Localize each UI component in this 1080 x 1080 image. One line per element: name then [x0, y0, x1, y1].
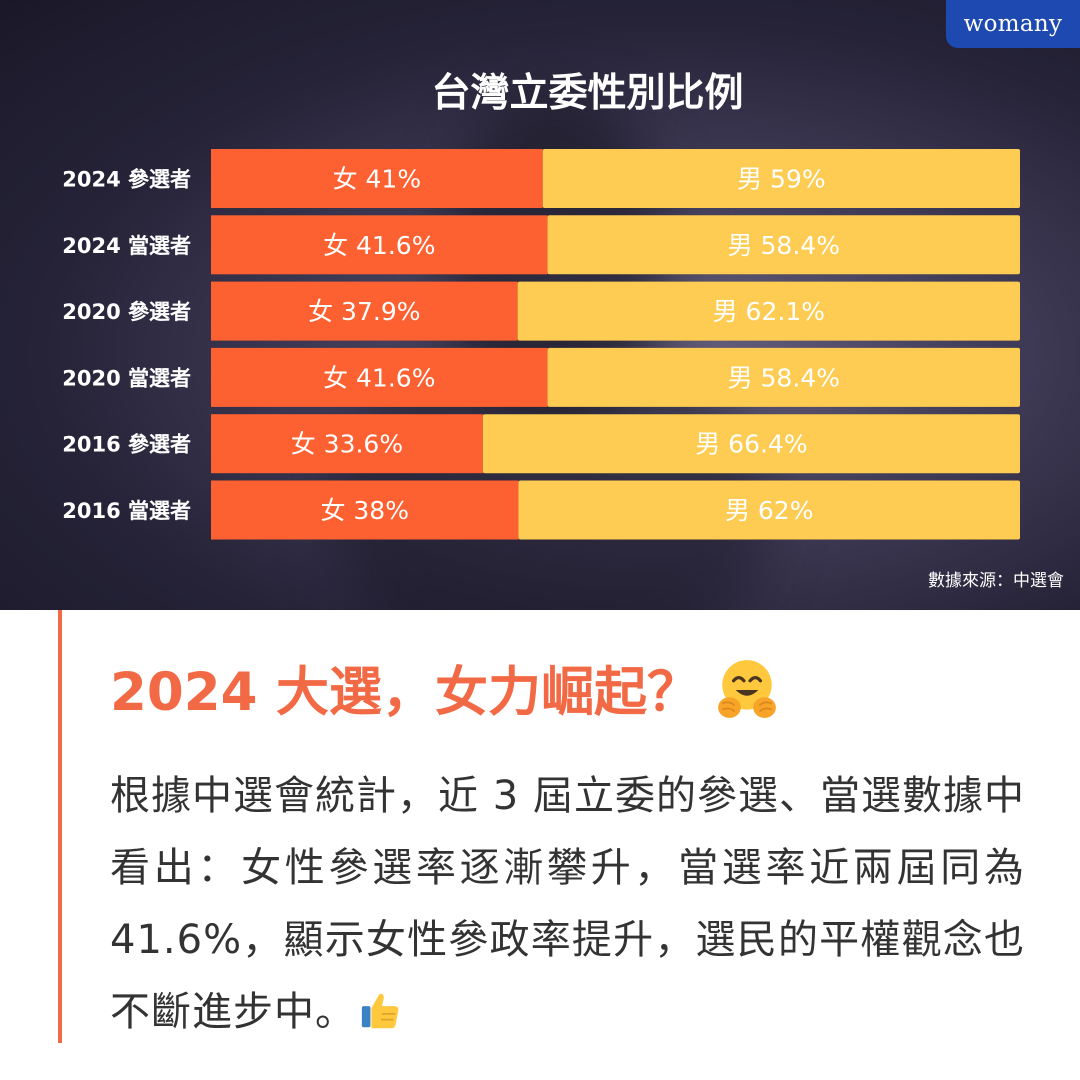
female-bar — [211, 149, 543, 208]
category-label: 2016 參選者 — [62, 433, 191, 457]
headline-text: 2024 大選，女力崛起？ — [110, 662, 700, 723]
body-text: 根據中選會統計，近 3 屆立委的參選、當選數據中看出：女性參選率逐漸攀升，當選率… — [110, 760, 1025, 1048]
stacked-bar-chart: 2024 參選者女 41% 男 59%2024 當選者女 41.6% 男 58.4%… — [62, 149, 1021, 540]
female-bar — [211, 281, 518, 341]
male-data-label: 男 59% — [737, 165, 826, 194]
chart-panel: womany 台灣立委性別比例 2024 參選者 女 41% 男 59% 2024 當… — [0, 0, 1080, 610]
male-bar — [542, 149, 1020, 208]
accent-divider — [58, 610, 62, 1043]
female-data-label: 女 41.6% — [323, 231, 435, 260]
category-label: 2016 當選者 — [62, 499, 191, 523]
category-label: 2024 參選者 — [62, 168, 191, 192]
male-bar — [518, 480, 1020, 540]
male-bar — [517, 281, 1020, 341]
category-label: 2024 當選者 — [62, 234, 191, 258]
male-data-label: 男 62% — [725, 496, 814, 525]
female-bar — [211, 347, 548, 407]
female-data-label: 女 41% — [333, 165, 422, 194]
male-bar — [482, 414, 1021, 474]
male-data-label: 男 58.4% — [728, 363, 840, 392]
brand-logo[interactable]: womany — [946, 0, 1080, 48]
male-data-label: 男 66.4% — [695, 430, 807, 459]
thumbs-up-icon — [361, 993, 399, 1029]
female-data-label: 女 41.6% — [323, 363, 435, 392]
female-bar — [211, 480, 519, 540]
male-data-label: 男 58.4% — [728, 231, 840, 260]
female-data-label: 女 33.6% — [291, 430, 403, 459]
hugging-face-icon — [718, 660, 776, 718]
category-label: 2020 當選者 — [62, 366, 191, 390]
female-data-label: 女 38% — [320, 496, 409, 525]
article-panel: 2024 大選，女力崛起？ 根據中選會統計，近 3 屆立委的參選、當選數據中看出… — [0, 610, 1080, 1080]
female-bar — [211, 215, 548, 275]
data-source: 數據來源：中選會 — [928, 571, 1064, 591]
category-label: 2020 參選者 — [62, 300, 191, 324]
male-bar — [547, 215, 1020, 275]
female-data-label: 女 37.9% — [308, 297, 420, 326]
body-text-content: 根據中選會統計，近 3 屆立委的參選、當選數據中看出：女性參選率逐漸攀升，當選率… — [110, 773, 1025, 1035]
male-bar — [547, 347, 1020, 407]
female-bar — [211, 414, 483, 474]
chart-title: 台灣立委性別比例 — [431, 71, 744, 116]
headline: 2024 大選，女力崛起？ — [110, 650, 780, 726]
male-data-label: 男 62.1% — [713, 297, 825, 326]
